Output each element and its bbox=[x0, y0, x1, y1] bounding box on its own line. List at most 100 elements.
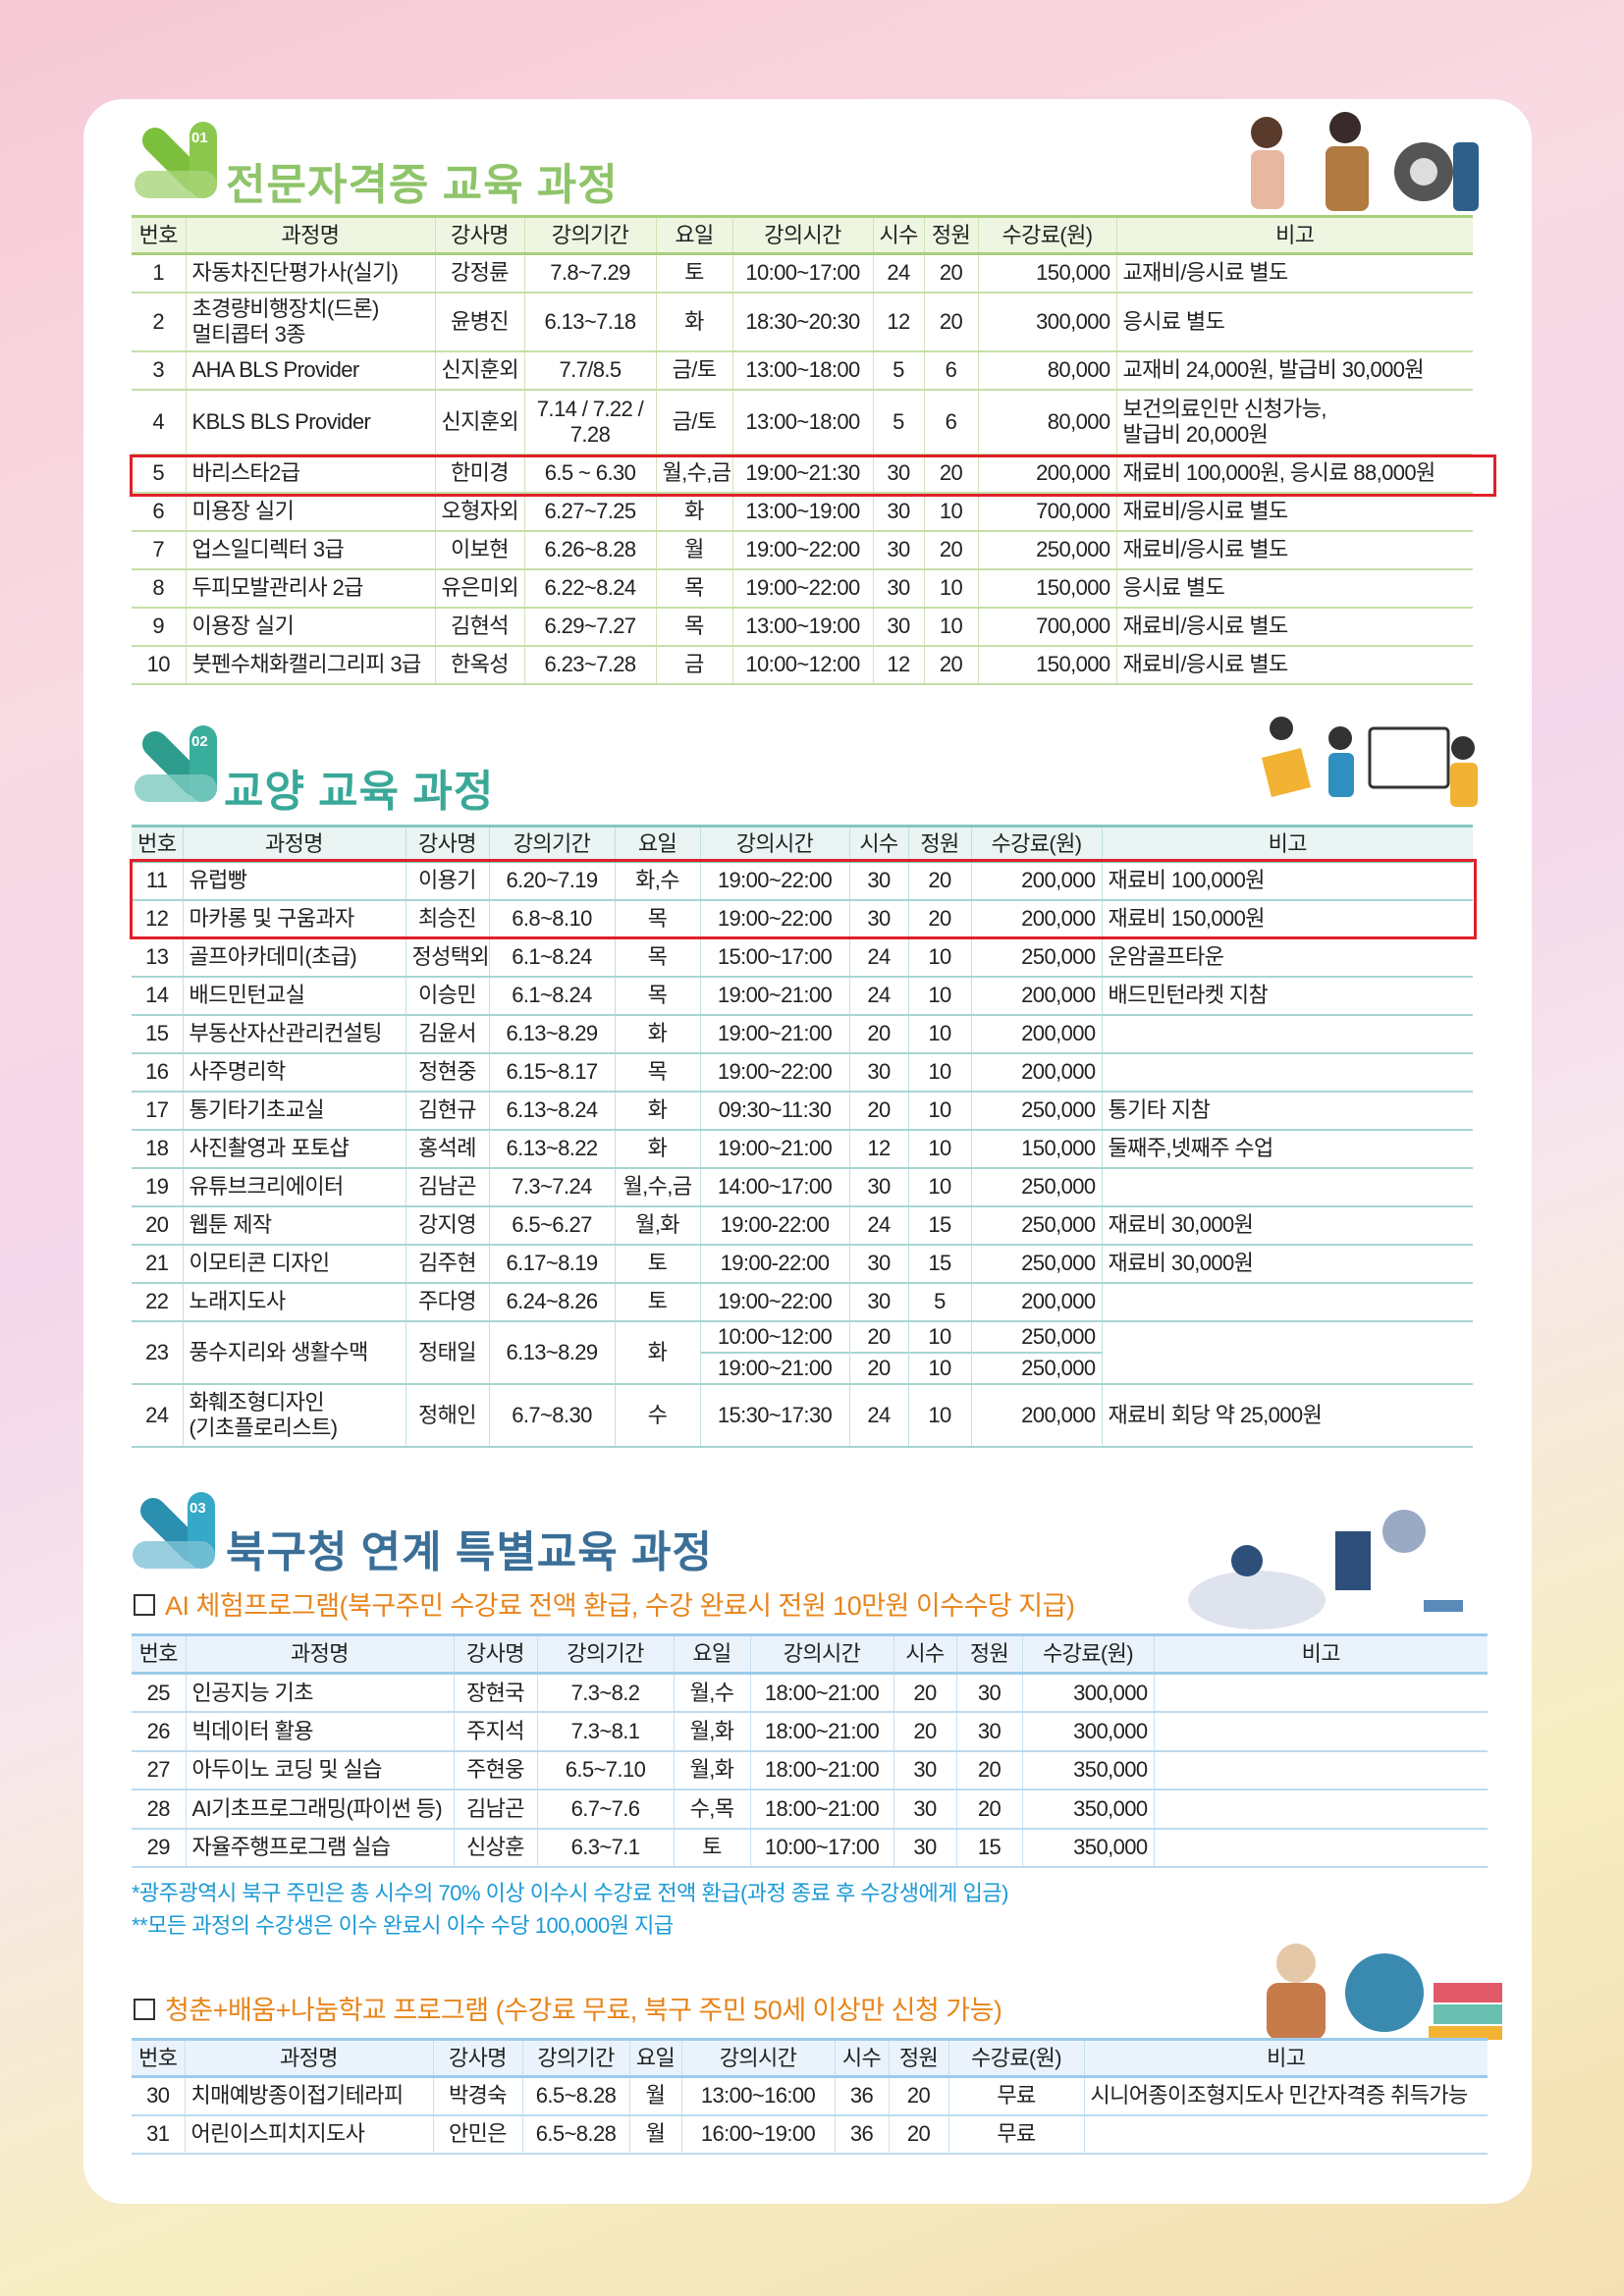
table-row: 9 이용장 실기 김현석 6.29~7.27 목 13:00~19:00 30 10 700,0… bbox=[132, 607, 1473, 647]
cell-capacity: 20 bbox=[923, 253, 978, 294]
column-header-no: 번호 bbox=[132, 825, 183, 863]
cell-remarks bbox=[1153, 1673, 1488, 1713]
cell-course: 붓펜수채화캘리그리피 3급 bbox=[185, 645, 435, 685]
table-row: 22 노래지도사 주다영 6.24~8.26 토 19:00~22:00 30 5 200,00… bbox=[132, 1282, 1473, 1322]
cell-capacity: 20 bbox=[888, 2076, 948, 2116]
cell-no: 11 bbox=[132, 861, 183, 901]
cell-hours: 30 bbox=[848, 1282, 908, 1322]
column-header-day: 요일 bbox=[614, 825, 700, 863]
cell-course: 통기타기초교실 bbox=[182, 1091, 406, 1131]
cell-period: 6.5~6.27 bbox=[488, 1205, 615, 1246]
cell-period: 6.27~7.25 bbox=[523, 492, 656, 532]
cell-remarks: 통기타 지참 bbox=[1101, 1091, 1473, 1131]
cell-no: 27 bbox=[132, 1750, 186, 1790]
cell-hours: 30 bbox=[893, 1750, 956, 1790]
column-header-day: 요일 bbox=[628, 2038, 681, 2078]
cell-instructor: 한옥성 bbox=[434, 645, 524, 685]
cell-hours: 24 bbox=[848, 937, 908, 978]
table-row: 15 부동산자산관리컨설팅 김윤서 6.13~8.29 화 19:00~21:00 20 10… bbox=[132, 1014, 1473, 1054]
cell-hours: 20 bbox=[893, 1712, 956, 1752]
cell-fee: 300,000 bbox=[977, 292, 1116, 352]
cell-remarks: 시니어종이조형지도사 민간자격증 취득가능 bbox=[1083, 2076, 1488, 2116]
cell-capacity: 10 10 bbox=[907, 1320, 971, 1385]
cell-hours: 5 bbox=[872, 389, 924, 455]
cell-instructor: 정현중 bbox=[405, 1052, 489, 1093]
cell-remarks bbox=[1153, 1750, 1488, 1790]
cell-course: 미용장 실기 bbox=[185, 492, 435, 532]
cell-remarks: 재료비 30,000원 bbox=[1101, 1244, 1473, 1284]
column-header-period: 강의기간 bbox=[536, 1633, 674, 1675]
cell-no: 8 bbox=[132, 568, 186, 609]
cell-no: 14 bbox=[132, 976, 183, 1016]
cell-course: 부동산자산관리컨설팅 bbox=[182, 1014, 406, 1054]
cell-capacity: 10 bbox=[923, 492, 978, 532]
cell-fee: 200,000 bbox=[977, 454, 1116, 494]
cell-no: 29 bbox=[132, 1828, 186, 1868]
column-header-period: 강의기간 bbox=[521, 2038, 629, 2078]
cell-remarks: 재료비 30,000원 bbox=[1101, 1205, 1473, 1246]
cell-no: 24 bbox=[132, 1383, 183, 1448]
cell-instructor: 주현웅 bbox=[453, 1750, 537, 1790]
cell-capacity: 10 bbox=[907, 1383, 971, 1448]
column-header-no: 번호 bbox=[132, 2038, 185, 2078]
hobbies-illustration-icon bbox=[1262, 717, 1478, 807]
cell-period: 6.5~8.28 bbox=[521, 2076, 629, 2116]
column-header-remarks: 비고 bbox=[1101, 825, 1473, 863]
cell-time: 13:00~19:00 bbox=[731, 607, 873, 647]
table-row: 25 인공지능 기초 장현국 7.3~8.2 월,수 18:00~21:00 20 30 300… bbox=[132, 1673, 1488, 1713]
cell-period: 6.5~8.28 bbox=[521, 2114, 629, 2155]
table-row: 30 치매예방종이접기테라피 박경숙 6.5~8.28 월 13:00~16:00 36 20… bbox=[132, 2076, 1488, 2116]
cell-capacity: 30 bbox=[955, 1712, 1022, 1752]
cell-no: 22 bbox=[132, 1282, 183, 1322]
cell-course: 인공지능 기초 bbox=[185, 1673, 454, 1713]
column-header-time: 강의시간 bbox=[680, 2038, 835, 2078]
cell-time: 10:00~17:00 bbox=[731, 253, 873, 294]
cell-instructor: 안민은 bbox=[432, 2114, 522, 2155]
cell-remarks: 둘째주,넷째주 수업 bbox=[1101, 1129, 1473, 1169]
professions-illustration-icon bbox=[1251, 112, 1479, 211]
column-header-remarks: 비고 bbox=[1153, 1633, 1488, 1675]
cell-no: 4 bbox=[132, 389, 186, 455]
cell-time: 09:30~11:30 bbox=[699, 1091, 849, 1131]
cell-time: 10:00~12:00 bbox=[731, 645, 873, 685]
cell-capacity: 30 bbox=[955, 1673, 1022, 1713]
cell-time: 13:00~19:00 bbox=[731, 492, 873, 532]
cell-no: 21 bbox=[132, 1244, 183, 1284]
cell-no: 28 bbox=[132, 1789, 186, 1830]
column-header-hours: 시수 bbox=[893, 1633, 956, 1675]
cell-day: 목 bbox=[655, 568, 732, 609]
cell-no: 26 bbox=[132, 1712, 186, 1752]
cell-fee: 80,000 bbox=[977, 350, 1116, 391]
cell-capacity-part: 10 bbox=[909, 1351, 971, 1382]
cell-day: 금/토 bbox=[655, 350, 732, 391]
table-row: 11 유럽빵 이용기 6.20~7.19 화,수 19:00~22:00 30 20 200,0… bbox=[132, 861, 1473, 901]
cell-remarks: 재료비 100,000원, 응시료 88,000원 bbox=[1115, 454, 1473, 494]
cell-period: 6.7~7.6 bbox=[536, 1789, 674, 1830]
cell-capacity: 6 bbox=[923, 350, 978, 391]
cell-fee: 700,000 bbox=[977, 607, 1116, 647]
cell-fee-part: 250,000 bbox=[1021, 1323, 1096, 1349]
cell-day: 월 bbox=[628, 2114, 681, 2155]
table-header-row: 번호 과정명 강사명 강의기간 요일 강의시간 시수 정원 수강료(원) 비고 bbox=[132, 2038, 1488, 2078]
cell-period: 6.5 ~ 6.30 bbox=[523, 454, 656, 494]
cell-remarks: 배드민턴라켓 지참 bbox=[1101, 976, 1473, 1016]
cell-hours: 30 bbox=[848, 861, 908, 901]
cell-course: AHA BLS Provider bbox=[185, 350, 435, 391]
cell-instructor: 신지훈외 bbox=[434, 350, 524, 391]
table-row: 19 유튜브크리에이터 김남곤 7.3~7.24 월,수,금 14:00~17:00 30 1… bbox=[132, 1167, 1473, 1207]
cell-no: 18 bbox=[132, 1129, 183, 1169]
cell-fee: 250,000 bbox=[970, 1167, 1102, 1207]
school-program-subtitle: 청춘+배움+나눔학교 프로그램 (수강료 무료, 북구 주민 50세 이상만 신… bbox=[134, 1989, 1002, 2027]
cell-time: 19:00~21:30 bbox=[731, 454, 873, 494]
cell-time: 13:00~16:00 bbox=[680, 2076, 835, 2116]
cell-no: 19 bbox=[132, 1167, 183, 1207]
cell-instructor: 신지훈외 bbox=[434, 389, 524, 455]
column-header-hours: 시수 bbox=[834, 2038, 889, 2078]
column-header-time: 강의시간 bbox=[731, 215, 873, 255]
column-header-fee: 수강료(원) bbox=[977, 215, 1116, 255]
cell-time: 19:00-22:00 bbox=[699, 1244, 849, 1284]
cell-day: 월,화 bbox=[673, 1712, 750, 1752]
column-header-time: 강의시간 bbox=[749, 1633, 893, 1675]
table-row: 27 아두이노 코딩 및 실습 주현웅 6.5~7.10 월,화 18:00~21:00 3… bbox=[132, 1750, 1488, 1790]
cell-period: 6.1~8.24 bbox=[488, 976, 615, 1016]
